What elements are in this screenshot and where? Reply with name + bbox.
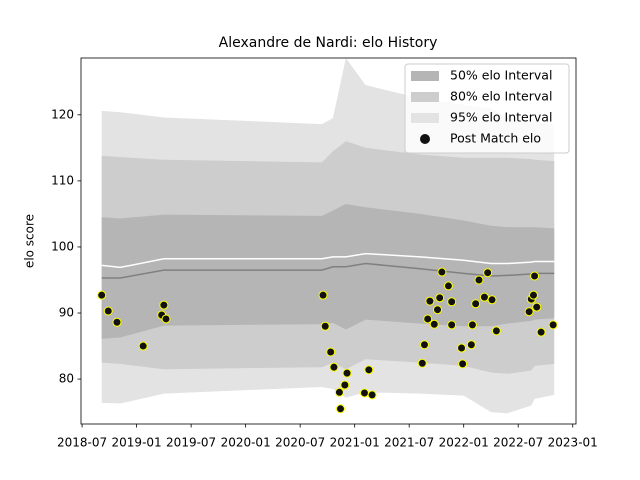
post-match-point xyxy=(367,390,377,400)
post-match-point xyxy=(479,292,489,302)
post-match-point xyxy=(483,268,493,278)
post-match-point xyxy=(335,404,345,414)
post-match-point xyxy=(103,306,113,316)
post-match-point xyxy=(419,340,429,350)
post-match-point xyxy=(433,305,443,315)
y-tick-label: 110 xyxy=(51,173,74,187)
legend-label: 95% elo Interval xyxy=(450,110,552,125)
y-tick-label: 120 xyxy=(51,107,74,121)
post-match-point xyxy=(487,295,497,305)
legend-label: Post Match elo xyxy=(450,131,541,146)
post-match-point xyxy=(457,343,467,353)
post-match-point xyxy=(447,320,457,330)
x-tick-label: 2019-07 xyxy=(166,436,216,450)
post-match-point xyxy=(326,347,336,357)
post-match-point xyxy=(329,362,339,372)
legend-marker xyxy=(420,134,430,144)
post-match-point xyxy=(359,388,369,398)
legend-swatch xyxy=(411,71,439,81)
x-tick-label: 2022-07 xyxy=(493,436,543,450)
x-tick-label: 2020-07 xyxy=(275,436,325,450)
post-match-point xyxy=(524,307,534,317)
post-match-point xyxy=(97,290,107,300)
chart-title: Alexandre de Nardi: elo History xyxy=(219,35,438,51)
elo-line xyxy=(101,262,555,279)
post-match-point xyxy=(340,380,350,390)
plot-frame xyxy=(80,57,577,425)
legend-swatch xyxy=(411,92,439,102)
post-match-point xyxy=(320,321,330,331)
post-match-point xyxy=(417,358,427,368)
post-match-point xyxy=(447,297,457,307)
y-tick-label: 100 xyxy=(51,239,74,253)
post-match-point xyxy=(364,365,374,375)
legend-label: 80% elo Interval xyxy=(450,89,552,104)
post-match-point xyxy=(435,293,445,303)
x-tick-label: 2019-01 xyxy=(112,436,162,450)
post-match-point xyxy=(342,368,352,378)
post-match-point xyxy=(443,281,453,291)
post-match-point xyxy=(491,326,501,336)
post-match-point xyxy=(548,320,558,330)
legend-box xyxy=(404,63,570,154)
legend-label: 50% elo Interval xyxy=(450,68,552,83)
legend-swatch xyxy=(411,113,439,123)
y-axis-label: elo score xyxy=(23,214,37,268)
post-match-point xyxy=(437,267,447,277)
post-match-point xyxy=(532,302,542,312)
post-match-point xyxy=(423,314,433,324)
post-match-point xyxy=(112,317,122,327)
x-tick-label: 2020-01 xyxy=(221,436,271,450)
x-tick-label: 2018-07 xyxy=(57,436,107,450)
post-match-point xyxy=(138,341,148,351)
post-match-point xyxy=(536,327,546,337)
post-match-point xyxy=(429,319,439,329)
post-match-point xyxy=(466,340,476,350)
x-tick-label: 2022-01 xyxy=(439,436,489,450)
y-tick-label: 80 xyxy=(59,372,74,386)
post-match-point xyxy=(467,320,477,330)
post-match-point xyxy=(474,275,484,285)
interval-band xyxy=(101,204,555,339)
post-match-point xyxy=(471,299,481,309)
post-match-point xyxy=(425,296,435,306)
post-match-point xyxy=(334,387,344,397)
post-match-point xyxy=(528,290,538,300)
post-match-point xyxy=(161,314,171,324)
x-tick-label: 2021-07 xyxy=(384,436,434,450)
x-tick-label: 2021-01 xyxy=(330,436,380,450)
elo-line xyxy=(101,252,555,269)
y-tick-label: 90 xyxy=(59,306,74,320)
post-match-point xyxy=(530,271,540,281)
post-match-point xyxy=(458,359,468,369)
post-match-point xyxy=(318,290,328,300)
x-tick-label: 2023-01 xyxy=(548,436,598,450)
post-match-point xyxy=(159,300,169,310)
